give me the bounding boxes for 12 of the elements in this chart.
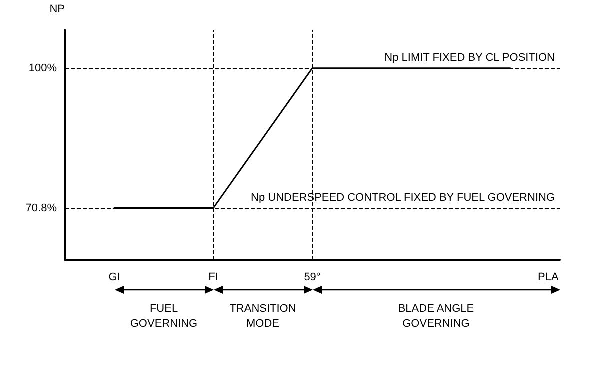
x-tick-label: GI (108, 272, 120, 284)
y-axis-title: NP (50, 4, 65, 16)
ref-line-label: Np LIMIT FIXED BY CL POSITION (384, 52, 556, 64)
y-tick-label: 70.8% (26, 202, 58, 214)
x-tick-label: FI (208, 272, 218, 284)
y-tick-label: 100% (28, 62, 58, 74)
x-tick-label: 59° (304, 272, 321, 284)
text: FUEL GOVERNING (129, 302, 199, 332)
text: TRANSITION MODE (228, 302, 298, 332)
x-axis-title: PLA (538, 272, 560, 284)
ref-line-label: Np UNDERSPEED CONTROL FIXED BY FUEL GOVERNING (251, 192, 555, 204)
text: BLADE ANGLE GOVERNING (397, 302, 476, 332)
